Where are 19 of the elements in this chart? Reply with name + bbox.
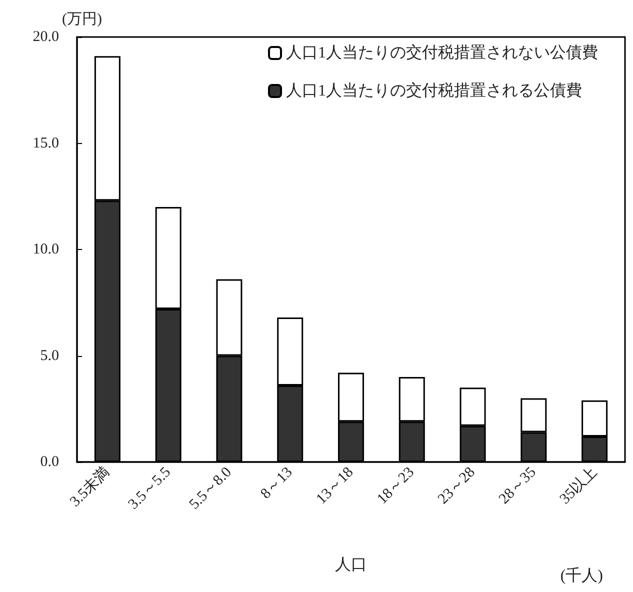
y-tick-label: 5.0 (40, 348, 59, 364)
y-tick-label: 10.0 (32, 242, 59, 258)
y-tick-label: 15.0 (32, 135, 59, 152)
y-axis-title: (万円) (62, 12, 102, 28)
x-tick-label: 8～13 (258, 464, 296, 502)
x-tick-label: 23～28 (435, 464, 478, 508)
x-tick-label: 3.5未満 (66, 464, 114, 510)
legend-label: 人口1人当たりの交付税措置されない公債費 (286, 44, 598, 62)
x-tick-label: 5.5～8.0 (186, 464, 235, 513)
y-tick-label: 20.0 (32, 29, 59, 45)
x-tick-label: 35以上 (556, 464, 600, 508)
legend-label: 人口1人当たりの交付税措置される公債費 (286, 82, 582, 100)
x-tick-label: 13～18 (314, 464, 357, 508)
x-tick-label: 18～23 (374, 464, 418, 508)
x-tick-label: 3.5～5.5 (126, 464, 174, 513)
x-axis-title: 人口 (335, 556, 367, 574)
text: (千人) (560, 566, 603, 584)
y-tick-label: 0.0 (40, 454, 59, 470)
x-tick-label: 28～35 (496, 464, 540, 508)
